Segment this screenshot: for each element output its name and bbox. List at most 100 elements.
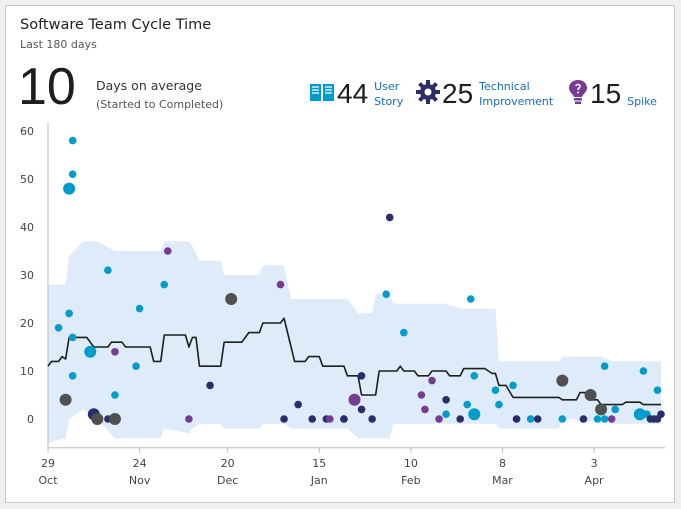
data-point-technical[interactable]	[442, 396, 450, 404]
data-point-user-story[interactable]	[68, 372, 77, 380]
data-point-spike[interactable]	[428, 376, 436, 385]
data-point-spike[interactable]	[348, 393, 361, 406]
data-point-technical[interactable]	[368, 415, 376, 423]
data-point-user-story[interactable]	[135, 304, 144, 313]
data-point-user-story[interactable]	[633, 408, 646, 421]
confidence-band	[48, 241, 661, 443]
data-point-multiple[interactable]	[108, 413, 121, 425]
data-point-user-story[interactable]	[132, 362, 140, 371]
data-point-user-story[interactable]	[84, 345, 97, 358]
data-point-user-story[interactable]	[470, 372, 479, 380]
axes: 0 10 20 30 40 50 60 29 Oct 24 Nov 20 Dec 15 Jan 10 Feb 8 M…	[20, 123, 665, 487]
data-point-user-story[interactable]	[639, 367, 648, 375]
data-point-user-story[interactable]	[526, 415, 535, 423]
y-tick-label: 60	[20, 125, 34, 138]
data-point-spike[interactable]	[163, 247, 172, 255]
data-point-spike[interactable]	[421, 405, 429, 414]
data-point-user-story[interactable]	[111, 391, 119, 399]
x-tick-month: Jan	[310, 474, 328, 487]
data-point-user-story[interactable]	[68, 136, 77, 145]
technical-label[interactable]: Technical Improvement	[479, 79, 553, 109]
data-point-user-story[interactable]	[104, 266, 112, 275]
x-tick-day: 10	[404, 457, 418, 470]
data-point-technical[interactable]	[657, 410, 665, 419]
data-point-technical[interactable]	[206, 381, 214, 390]
data-point-user-story[interactable]	[68, 333, 77, 342]
data-point-multiple[interactable]	[59, 393, 72, 406]
data-point-spike[interactable]	[185, 415, 193, 423]
data-point-user-story[interactable]	[509, 381, 517, 390]
x-tick-day: 15	[312, 457, 326, 470]
x-tick-month: Mar	[492, 474, 513, 487]
x-tick-month: Oct	[38, 474, 58, 487]
data-point-spike[interactable]	[276, 280, 285, 289]
data-point-user-story[interactable]	[65, 309, 73, 318]
y-tick-label: 10	[20, 365, 34, 378]
data-point-user-story[interactable]	[466, 295, 475, 303]
spike-label-line1: Spike	[627, 95, 657, 108]
data-point-technical[interactable]	[308, 415, 317, 423]
data-point-user-story[interactable]	[653, 386, 662, 395]
x-tick-day: 20	[221, 457, 235, 470]
data-point-user-story[interactable]	[382, 290, 391, 299]
data-point-technical[interactable]	[512, 415, 521, 423]
data-point-user-story[interactable]	[600, 415, 609, 423]
data-point-user-story[interactable]	[442, 410, 450, 419]
average-subtext: (Started to Completed)	[96, 98, 224, 111]
data-point-technical[interactable]	[357, 372, 366, 380]
data-point-spike[interactable]	[326, 415, 334, 423]
average-label: Days on average	[96, 78, 202, 93]
data-point-multiple[interactable]	[584, 389, 597, 401]
data-point-technical[interactable]	[294, 400, 302, 409]
data-point-user-story[interactable]	[63, 182, 76, 195]
data-point-multiple[interactable]	[595, 403, 608, 416]
user-story-count: 44	[337, 78, 369, 109]
technical-count: 25	[442, 78, 474, 109]
data-point-user-story[interactable]	[54, 324, 63, 332]
x-tick-day: 24	[133, 457, 147, 470]
data-point-user-story[interactable]	[463, 400, 472, 409]
user-story-label-line2: Story	[374, 95, 404, 108]
y-tick-label: 50	[20, 173, 34, 186]
data-point-user-story[interactable]	[160, 280, 169, 289]
data-point-technical[interactable]	[280, 415, 288, 423]
data-point-user-story[interactable]	[468, 408, 481, 421]
data-point-user-story[interactable]	[558, 415, 567, 423]
chart-subtitle: Last 180 days	[20, 38, 97, 51]
x-tick-month: Feb	[401, 474, 420, 487]
data-point-user-story[interactable]	[593, 415, 602, 423]
data-point-multiple[interactable]	[556, 374, 569, 387]
data-point-user-story[interactable]	[611, 405, 620, 414]
data-point-user-story[interactable]	[400, 328, 408, 337]
chart-title[interactable]: Software Team Cycle Time	[20, 17, 212, 33]
data-point-user-story[interactable]	[491, 386, 500, 395]
legend-spike[interactable]: 15 Spike	[568, 78, 657, 110]
data-point-user-story[interactable]	[495, 400, 503, 409]
data-point-spike[interactable]	[435, 415, 443, 423]
data-point-spike[interactable]	[417, 391, 426, 399]
data-points-layer	[54, 136, 665, 425]
data-point-user-story[interactable]	[600, 362, 609, 371]
data-point-spike[interactable]	[111, 348, 119, 356]
book-icon	[309, 81, 335, 107]
user-story-label[interactable]: User Story	[374, 79, 403, 109]
user-story-label-line1: User	[374, 80, 400, 93]
data-point-user-story[interactable]	[68, 170, 77, 178]
data-point-technical[interactable]	[340, 415, 348, 423]
data-point-spike[interactable]	[607, 415, 616, 423]
data-point-multiple[interactable]	[225, 293, 238, 305]
data-point-technical[interactable]	[533, 415, 542, 423]
data-point-technical[interactable]	[357, 405, 366, 414]
data-point-technical[interactable]	[579, 415, 588, 423]
moving-average-layer	[47, 317, 661, 406]
x-tick-day: 8	[499, 457, 506, 470]
spike-label[interactable]: Spike	[627, 79, 657, 109]
legend-technical-improvement[interactable]: 25 Technical Improvement	[416, 78, 553, 110]
data-point-technical[interactable]	[456, 415, 464, 423]
spike-count: 15	[590, 78, 622, 109]
data-point-technical[interactable]	[385, 213, 394, 222]
moving-average-line	[47, 317, 661, 406]
legend-user-story[interactable]: 44 User Story	[309, 78, 403, 110]
data-point-multiple[interactable]	[91, 413, 104, 425]
